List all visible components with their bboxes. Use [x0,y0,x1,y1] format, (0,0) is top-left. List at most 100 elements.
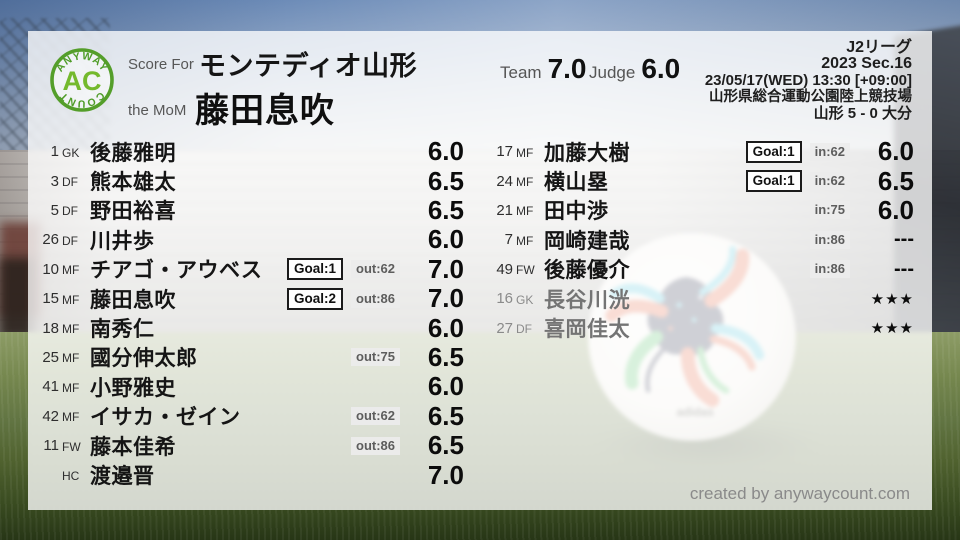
player-row: 27 DF 喜岡佳太 ★★★ [490,313,914,342]
logo-arc-bottom: COUNT [57,89,106,109]
player-row: 15 MF 藤田息吹 Goal:2 out:86 7.0 [36,283,464,314]
player-badges: 6.0 [408,224,464,255]
sub-out-chip: out:62 [351,260,400,279]
player-number: 18 [42,319,59,337]
player-badges: out:86 6.5 [351,430,464,461]
svg-text:COUNT: COUNT [57,89,107,109]
player-row: 21 MF 田中渉 in:75 6.0 [490,194,914,226]
judge-score-value: 6.0 [641,53,681,84]
sub-in-chip: in:86 [809,230,850,249]
ratings-panel: ANYWAY COUNT AC Score For モンテディオ山形 the M… [28,31,932,510]
judge-score-label: Judge [589,63,636,82]
player-row: 7 MF 岡崎建哉 in:86 --- [490,225,914,254]
player-position: DF [62,175,78,190]
player-rating: 6.0 [427,371,464,402]
player-badges: in:75 6.0 [809,194,914,226]
mom-name: 藤田息吹 [195,92,335,130]
player-number: 24 [496,172,513,190]
player-badges: Goal:1 in:62 6.5 [745,166,914,197]
player-badges: ★★★ [858,319,914,337]
season-section: 2023 Sec.16 [821,55,912,73]
player-row: 41 MF 小野雅史 6.0 [36,371,464,402]
player-rating: 6.0 [877,136,914,167]
goal-badge: Goal:2 [286,287,343,310]
sub-out-chip: out:75 [351,348,400,367]
player-name: 後藤優介 [544,259,630,283]
mom-label: the MoM [128,102,187,119]
player-name: 加藤大樹 [544,141,630,165]
player-row: 16 GK 長谷川洸 ★★★ [490,284,914,313]
goal-badge: Goal:1 [745,140,802,163]
player-number: 25 [42,348,59,366]
player-name: 横山塁 [544,171,609,195]
player-number: 15 [42,290,59,308]
match-datetime: 23/05/17(WED) 13:30 [+09:00] [704,71,912,89]
player-rating: 6.0 [427,136,464,167]
player-number: 26 [42,231,59,249]
venue-name: 山形県総合運動公園陸上競技場 [709,89,912,106]
player-row: 5 DF 野田裕喜 6.5 [36,195,464,226]
player-name: 南秀仁 [90,318,155,342]
player-name: 川井歩 [90,229,155,253]
player-row: 26 DF 川井歩 6.0 [36,224,464,255]
player-name: 田中渉 [544,200,609,224]
goal-badge: Goal:1 [286,258,343,281]
player-rating: 6.5 [427,400,464,431]
player-name: 熊本雄太 [90,171,176,195]
player-rating: 6.0 [427,312,464,343]
starters-column: 1 GK 後藤雅明 6.0 3 DF 熊本雄太 6.5 5 DF 野田裕喜 6.5 26 DF 川井歩 6.0… [36,136,464,490]
player-rating: ★★★ [870,320,914,338]
player-badges: 6.0 [408,371,464,402]
player-name: 小野雅史 [90,376,176,400]
player-position: MF [62,263,80,278]
player-badges: 6.5 [408,166,464,197]
player-name: 國分伸太郎 [90,347,198,371]
player-row: 11 FW 藤本佳希 out:86 6.5 [36,430,464,461]
sub-out-chip: out:62 [351,407,400,426]
player-row: 24 MF 横山塁 Goal:1 in:62 6.5 [490,166,914,197]
player-position: GK [62,145,80,160]
league-name: J2リーグ [846,39,912,56]
player-row: 42 MF イサカ・ゼイン out:62 6.5 [36,400,464,431]
player-rating: --- [894,228,914,251]
player-row: 49 FW 後藤優介 in:86 --- [490,255,914,284]
player-position: FW [62,439,81,454]
player-badges: out:75 6.5 [351,342,464,373]
player-rating: 6.5 [427,165,464,196]
player-badges: Goal:1 in:62 6.0 [745,136,914,167]
player-name: チアゴ・アウベス [90,259,263,283]
sub-in-chip: in:75 [809,201,850,220]
player-number: 27 [496,319,513,337]
goal-badge: Goal:1 [745,170,802,193]
player-badges: 6.0 [408,313,464,344]
player-number: 3 [50,172,59,190]
logo-monogram: AC [63,66,102,96]
sub-out-chip: out:86 [351,436,400,455]
player-rating: 6.5 [427,341,464,372]
player-rating: 7.0 [427,253,464,284]
player-rating: 7.0 [427,283,464,314]
player-badges: ★★★ [858,290,914,308]
player-name: 藤本佳希 [90,435,176,459]
player-rating: 6.0 [877,194,914,225]
player-number: 7 [504,231,513,249]
anywaycount-logo-icon: ANYWAY COUNT AC [50,48,114,112]
player-rating: 6.5 [427,194,464,225]
player-position: DF [516,322,532,337]
sub-in-chip: in:86 [809,260,850,279]
player-row: 10 MF チアゴ・アウベス Goal:1 out:62 7.0 [36,253,464,284]
player-number: 41 [42,378,59,396]
player-badges: 6.5 [408,195,464,226]
player-name: 渡邉晋 [90,465,155,488]
player-position: MF [516,145,534,160]
player-row: 17 MF 加藤大樹 Goal:1 in:62 6.0 [490,136,914,167]
player-rating: 7.0 [427,459,464,490]
player-number: 1 [50,143,59,161]
player-name: 野田裕喜 [90,200,176,224]
player-position: FW [516,263,535,278]
player-position: MF [516,233,534,248]
player-row: 25 MF 國分伸太郎 out:75 6.5 [36,342,464,373]
player-position: MF [62,292,80,307]
player-badges: in:86 --- [809,228,914,251]
